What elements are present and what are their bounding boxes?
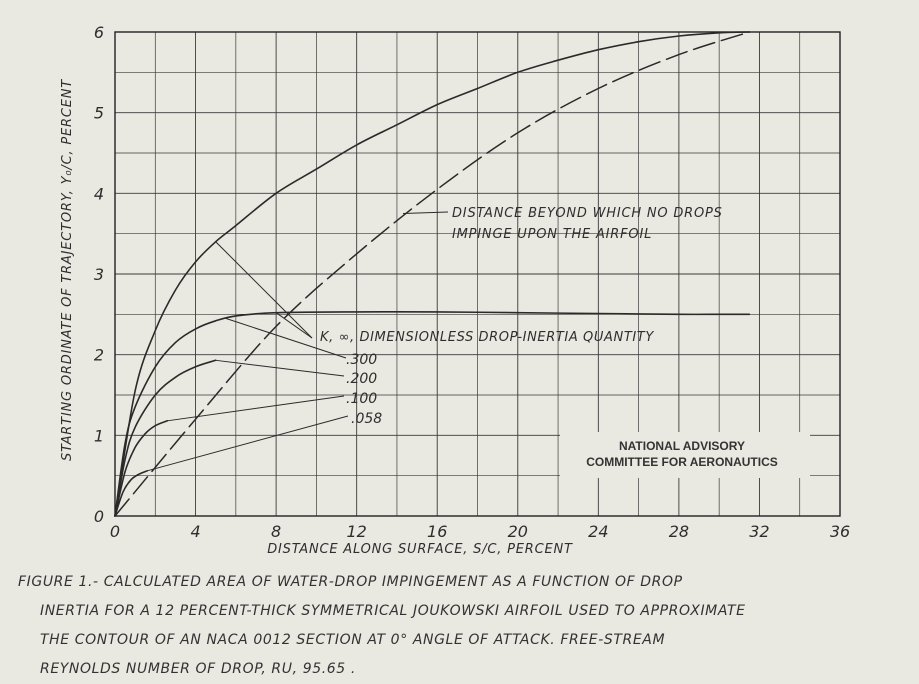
- x-tick-label: 0: [110, 522, 120, 541]
- x-tick-label: 4: [190, 522, 200, 541]
- k300-label: .300: [346, 352, 377, 368]
- x-tick-label: 20: [508, 522, 528, 541]
- series-lines: [114, 31, 751, 517]
- dashed-annotation-line1: Distance beyond which no drops: [452, 206, 723, 221]
- y-tick-label: 3: [94, 265, 104, 284]
- axes: [114, 31, 841, 517]
- x-tick-label: 36: [830, 522, 850, 541]
- leader-lines: [147, 211, 449, 472]
- caption-line-1: Figure 1.- Calculated area of water-drop…: [18, 574, 683, 590]
- series-line-1: [114, 311, 751, 517]
- caption-line-3: the contour of an NACA 0012 section at 0…: [40, 632, 666, 648]
- plot-frame: [114, 31, 841, 517]
- y-tick-label: 2: [94, 346, 104, 365]
- leader-line: [215, 241, 313, 339]
- k058-label: .058: [351, 411, 382, 427]
- dashed-annotation-line2: impinge upon the airfoil: [452, 227, 652, 242]
- caption-line-4: Reynolds Number of drop, RU, 95.65 .: [40, 661, 356, 677]
- series-line-4: [114, 470, 148, 517]
- stamp-line1: NATIONAL ADVISORY: [619, 439, 745, 453]
- x-tick-label: 24: [588, 522, 608, 541]
- x-tick-label: 12: [346, 522, 366, 541]
- leader-line: [215, 359, 345, 377]
- x-tick-label: 16: [427, 522, 447, 541]
- x-axis-label: Distance along surface, s/c, percent: [267, 542, 573, 557]
- y-tick-label: 5: [94, 104, 104, 123]
- caption-line-2: inertia for a 12 percent-thick symmetric…: [40, 603, 746, 619]
- series-line-5: [114, 31, 751, 517]
- series-line-2: [114, 359, 217, 517]
- y-tick-label: 6: [94, 23, 104, 42]
- stamp-line2: COMMITTEE FOR AERONAUTICS: [586, 455, 778, 469]
- series-line-3: [114, 420, 169, 517]
- x-tick-label: 32: [749, 522, 769, 541]
- leader-line: [147, 415, 349, 472]
- k100-label: .100: [346, 391, 377, 407]
- k200-label: .200: [346, 371, 377, 387]
- figure-caption: Figure 1.- Calculated area of water-drop…: [18, 568, 913, 684]
- leader-line: [225, 317, 347, 359]
- y-tick-label: 4: [94, 184, 104, 203]
- x-tick-label: 28: [669, 522, 689, 541]
- k-label: K, ∞, Dimensionless drop-inertia quantit…: [320, 330, 654, 345]
- y-axis-label: Starting ordinate of trajectory, y₀/c, p…: [60, 79, 75, 461]
- y-tick-label: 1: [94, 426, 104, 445]
- series-line-0: [114, 31, 751, 517]
- y-tick-label: 0: [94, 507, 104, 526]
- leader-line: [402, 211, 449, 214]
- leader-line: [167, 395, 345, 422]
- leader-line: [275, 312, 313, 339]
- stamp-background: [560, 432, 810, 478]
- x-tick-label: 8: [271, 522, 281, 541]
